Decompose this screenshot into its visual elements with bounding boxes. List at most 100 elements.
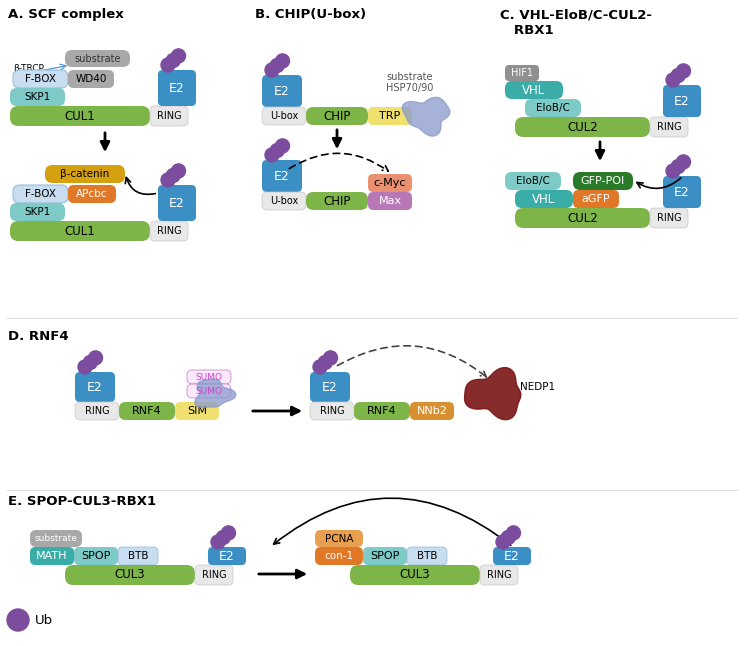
Text: aGFP: aGFP bbox=[582, 194, 610, 204]
Text: HIF1: HIF1 bbox=[511, 68, 533, 78]
Text: E2: E2 bbox=[169, 196, 185, 209]
FancyBboxPatch shape bbox=[663, 176, 701, 208]
Text: GFP-POI: GFP-POI bbox=[581, 176, 625, 186]
Circle shape bbox=[324, 351, 338, 365]
Text: con-1: con-1 bbox=[324, 551, 353, 561]
Text: CUL3: CUL3 bbox=[115, 568, 145, 581]
Text: substrate: substrate bbox=[34, 534, 77, 543]
FancyBboxPatch shape bbox=[187, 370, 231, 384]
FancyBboxPatch shape bbox=[10, 203, 65, 221]
Text: VHL: VHL bbox=[522, 83, 545, 96]
Text: SKP1: SKP1 bbox=[25, 92, 51, 102]
Text: NEDP1: NEDP1 bbox=[520, 382, 555, 392]
FancyBboxPatch shape bbox=[368, 174, 412, 192]
Text: E2: E2 bbox=[674, 185, 690, 198]
Text: Ub: Ub bbox=[35, 614, 53, 627]
Text: HSP70/90: HSP70/90 bbox=[386, 83, 434, 93]
Circle shape bbox=[211, 535, 225, 549]
FancyBboxPatch shape bbox=[45, 165, 125, 183]
FancyBboxPatch shape bbox=[310, 372, 350, 402]
Circle shape bbox=[166, 54, 180, 67]
FancyBboxPatch shape bbox=[30, 530, 82, 547]
FancyBboxPatch shape bbox=[262, 192, 306, 210]
FancyBboxPatch shape bbox=[10, 221, 150, 241]
Text: APcbc: APcbc bbox=[76, 189, 108, 199]
Text: E2: E2 bbox=[674, 94, 690, 107]
FancyBboxPatch shape bbox=[74, 547, 118, 565]
Circle shape bbox=[89, 351, 103, 365]
Circle shape bbox=[172, 49, 185, 63]
Text: C. VHL-EloB/C-CUL2-
   RBX1: C. VHL-EloB/C-CUL2- RBX1 bbox=[500, 8, 652, 37]
FancyBboxPatch shape bbox=[262, 160, 302, 192]
FancyBboxPatch shape bbox=[118, 547, 158, 565]
FancyBboxPatch shape bbox=[119, 402, 175, 420]
Circle shape bbox=[161, 173, 175, 187]
Circle shape bbox=[265, 63, 279, 77]
FancyBboxPatch shape bbox=[505, 81, 563, 99]
FancyBboxPatch shape bbox=[525, 99, 581, 117]
FancyBboxPatch shape bbox=[354, 402, 410, 420]
FancyBboxPatch shape bbox=[65, 50, 130, 67]
Text: substrate: substrate bbox=[74, 54, 121, 63]
Text: BTB: BTB bbox=[417, 551, 437, 561]
Text: E2: E2 bbox=[219, 550, 235, 563]
FancyBboxPatch shape bbox=[68, 70, 114, 88]
FancyBboxPatch shape bbox=[650, 208, 688, 228]
Text: EloB/C: EloB/C bbox=[516, 176, 550, 186]
FancyBboxPatch shape bbox=[262, 107, 306, 125]
Text: NNb2: NNb2 bbox=[417, 406, 447, 416]
Text: PCNA: PCNA bbox=[324, 534, 353, 543]
Text: WD40: WD40 bbox=[75, 74, 106, 84]
FancyBboxPatch shape bbox=[480, 565, 518, 585]
Text: RING: RING bbox=[202, 570, 226, 580]
Text: VHL: VHL bbox=[533, 193, 556, 205]
Circle shape bbox=[313, 360, 327, 374]
Text: EloB/C: EloB/C bbox=[536, 103, 570, 113]
Text: CUL1: CUL1 bbox=[65, 225, 95, 238]
Text: SUMO: SUMO bbox=[196, 386, 222, 395]
FancyBboxPatch shape bbox=[650, 117, 688, 137]
FancyBboxPatch shape bbox=[195, 565, 233, 585]
FancyBboxPatch shape bbox=[10, 106, 150, 126]
FancyBboxPatch shape bbox=[663, 85, 701, 117]
FancyBboxPatch shape bbox=[515, 208, 650, 228]
Circle shape bbox=[666, 73, 680, 87]
Circle shape bbox=[676, 64, 690, 78]
FancyBboxPatch shape bbox=[363, 547, 407, 565]
Circle shape bbox=[78, 360, 92, 374]
Circle shape bbox=[318, 355, 333, 370]
Text: CHIP: CHIP bbox=[324, 110, 350, 123]
Circle shape bbox=[496, 535, 510, 549]
Text: SIM: SIM bbox=[187, 406, 207, 416]
Text: Max: Max bbox=[379, 196, 402, 206]
FancyBboxPatch shape bbox=[315, 530, 363, 547]
Text: F-BOX: F-BOX bbox=[25, 74, 56, 84]
Circle shape bbox=[507, 526, 521, 540]
FancyBboxPatch shape bbox=[13, 70, 68, 88]
FancyBboxPatch shape bbox=[150, 221, 188, 241]
Text: CUL2: CUL2 bbox=[567, 121, 598, 134]
FancyBboxPatch shape bbox=[573, 190, 619, 208]
FancyBboxPatch shape bbox=[175, 402, 219, 420]
FancyBboxPatch shape bbox=[187, 384, 231, 398]
Text: D. RNF4: D. RNF4 bbox=[8, 330, 68, 343]
Text: RING: RING bbox=[657, 213, 682, 223]
FancyBboxPatch shape bbox=[13, 185, 68, 203]
Text: β-TRCP: β-TRCP bbox=[13, 64, 44, 73]
Text: E2: E2 bbox=[274, 85, 290, 98]
Text: E. SPOP-CUL3-RBX1: E. SPOP-CUL3-RBX1 bbox=[8, 495, 156, 508]
Text: substrate: substrate bbox=[387, 72, 433, 82]
Text: U-box: U-box bbox=[270, 196, 298, 206]
FancyBboxPatch shape bbox=[493, 547, 531, 565]
Text: E2: E2 bbox=[274, 169, 290, 183]
Circle shape bbox=[265, 148, 279, 162]
Circle shape bbox=[671, 68, 685, 83]
Circle shape bbox=[217, 530, 230, 545]
Text: CHIP: CHIP bbox=[324, 194, 350, 207]
FancyBboxPatch shape bbox=[310, 402, 354, 420]
Text: U-box: U-box bbox=[270, 111, 298, 121]
FancyBboxPatch shape bbox=[208, 547, 246, 565]
Text: c-Myc: c-Myc bbox=[373, 178, 406, 188]
Text: RNF4: RNF4 bbox=[368, 406, 397, 416]
Circle shape bbox=[501, 530, 516, 545]
